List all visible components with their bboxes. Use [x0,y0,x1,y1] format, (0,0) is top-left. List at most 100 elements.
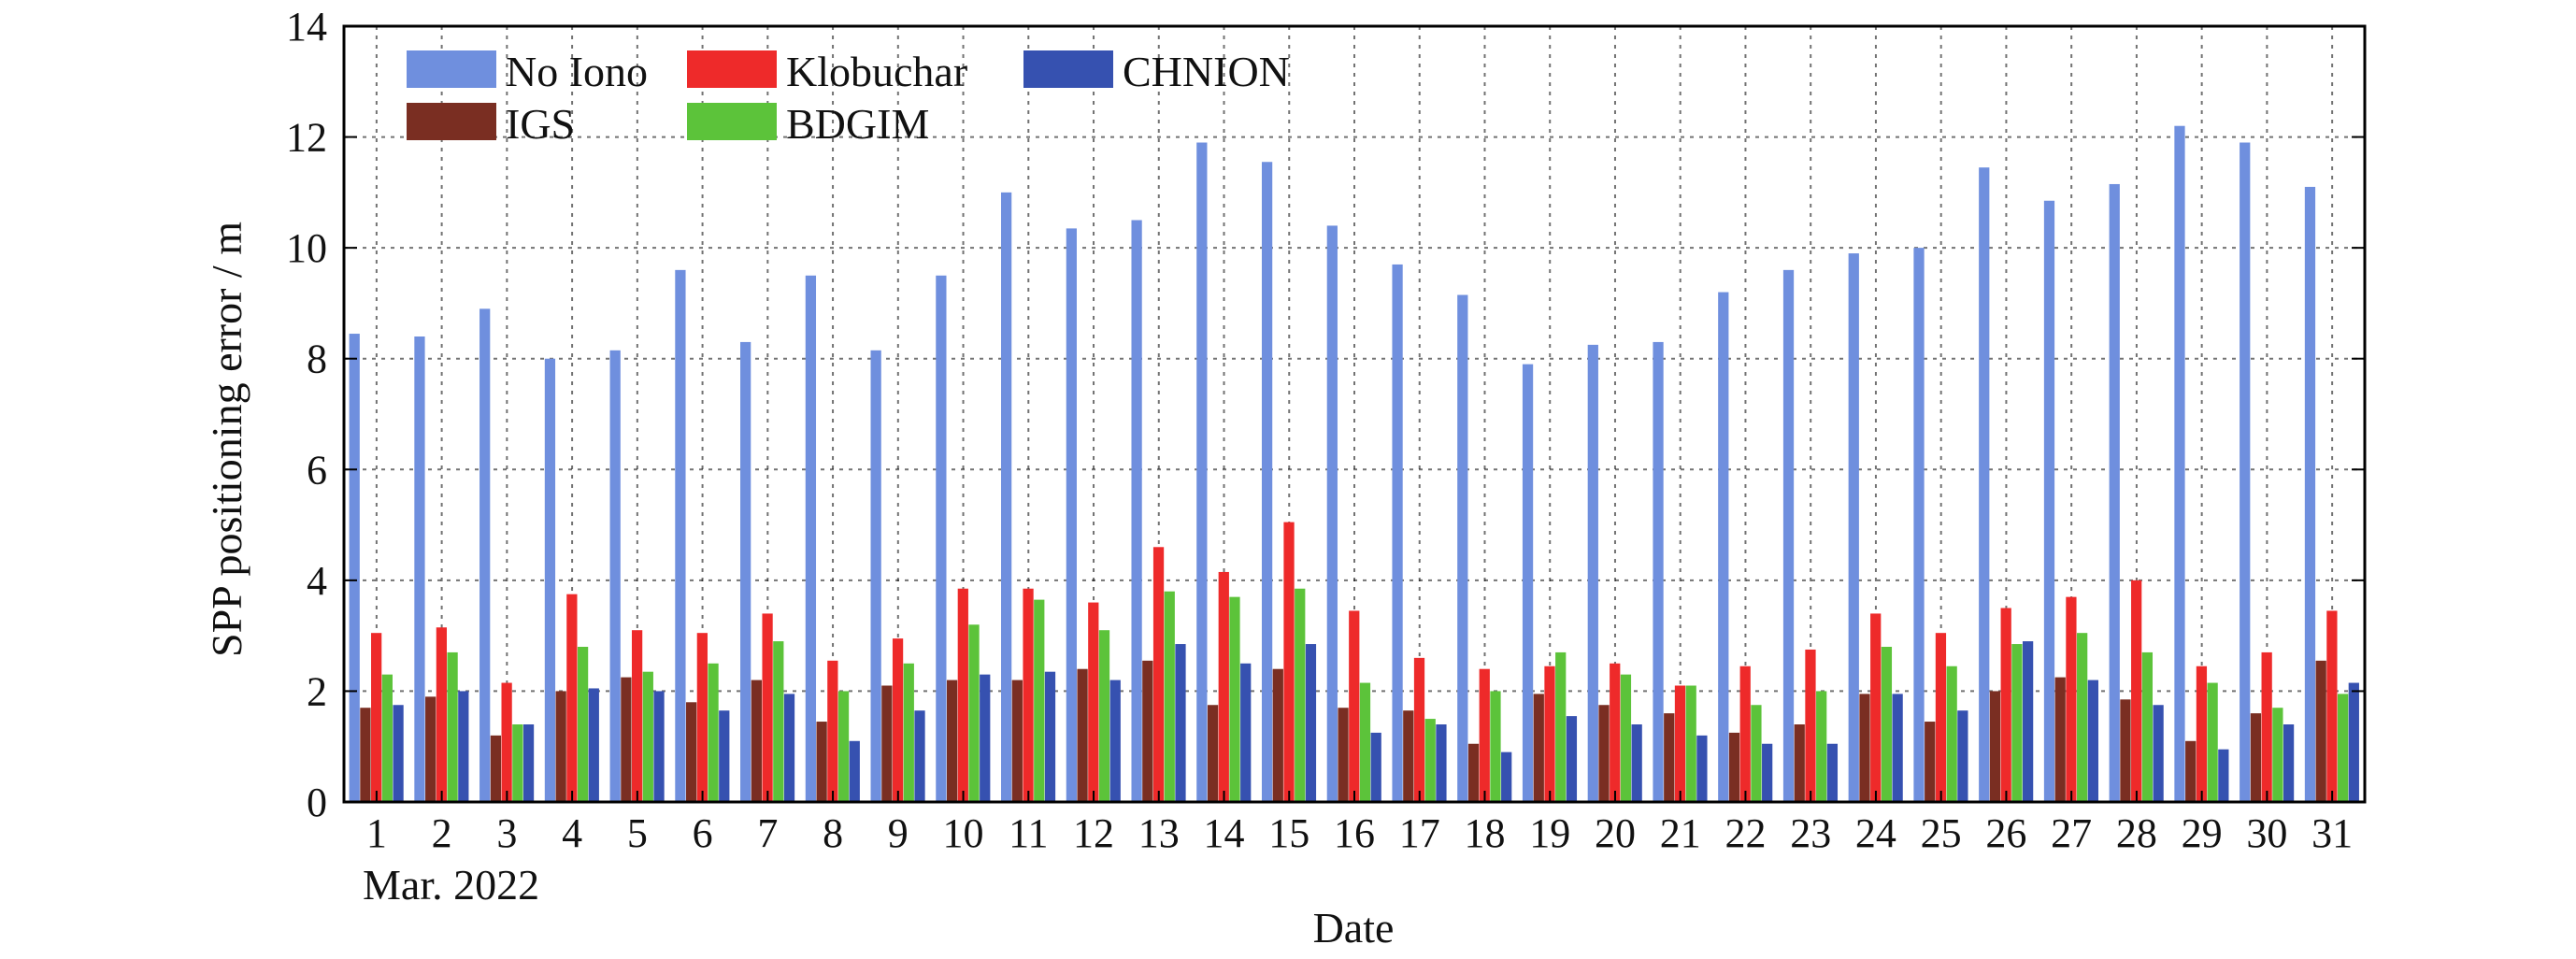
bar-igs-16 [1338,708,1349,802]
y-axis-ticks: 0 2 4 6 8 10 12 14 [286,4,2365,825]
legend-label-igs: IGS [506,100,575,148]
bar-bdgim-12 [1098,630,1110,802]
bar-igs-18 [1467,743,1480,802]
bar-igs-6 [686,702,697,802]
bar-bdgim-5 [642,671,653,802]
bar-chnion-9 [914,710,925,802]
x-tick-label: 11 [1009,810,1048,856]
bar-no-iono-26 [1979,167,1990,802]
x-tick-label: 31 [2311,810,2353,856]
bar-bdgim-23 [1816,691,1827,802]
bar-bdgim-19 [1555,651,1567,802]
bar-igs-14 [1207,705,1219,802]
bar-chnion-23 [1826,743,1839,802]
legend-swatch-klobuchar [687,50,777,88]
bar-chnion-21 [1696,735,1708,802]
y-tick-label: 4 [307,558,327,604]
bar-igs-29 [2185,740,2197,802]
x-tick-label: 28 [2116,810,2157,856]
x-tick-label: 19 [1529,810,1570,856]
bar-no-iono-31 [2304,186,2316,802]
bar-bdgim-28 [2141,651,2154,802]
bar-chnion-20 [1631,724,1642,802]
bar-klobuchar-19 [1544,666,1555,802]
bar-bdgim-7 [773,641,784,802]
bar-igs-7 [751,680,762,802]
bar-no-iono-19 [1522,364,1534,802]
legend-swatch-chnion [1023,50,1113,88]
y-tick-label: 12 [286,115,327,161]
x-tick-label: 22 [1724,810,1766,856]
bars-layer [349,125,2359,803]
bar-klobuchar-29 [2196,666,2208,802]
bar-igs-13 [1142,660,1153,802]
legend: No Iono Klobuchar CHNION IGS BDGIM [407,48,1290,148]
y-tick-label: 0 [307,780,327,825]
bar-no-iono-20 [1587,344,1598,802]
bar-no-iono-23 [1782,269,1795,802]
bar-bdgim-25 [1946,666,1957,802]
bar-bdgim-22 [1751,705,1762,802]
bar-no-iono-24 [1848,253,1859,802]
bar-klobuchar-28 [2131,580,2142,802]
x-tick-label: 30 [2246,810,2287,856]
bar-klobuchar-15 [1283,522,1295,802]
bar-bdgim-30 [2272,708,2283,802]
bar-klobuchar-14 [1218,571,1229,802]
bar-klobuchar-26 [2000,608,2011,802]
y-tick-label: 8 [307,336,327,382]
bar-no-iono-17 [1392,264,1403,802]
bar-igs-9 [881,685,893,802]
bar-no-iono-18 [1457,294,1468,802]
bar-bdgim-9 [903,663,914,802]
bar-chnion-1 [393,705,404,802]
bar-no-iono-22 [1718,292,1729,802]
x-tick-label: 8 [823,810,843,856]
bar-chnion-24 [1892,694,1903,802]
bar-igs-23 [1794,724,1805,802]
bar-chnion-27 [2087,680,2098,802]
x-tick-label: 27 [2051,810,2092,856]
bar-chnion-17 [1436,724,1447,802]
bar-klobuchar-8 [827,660,838,802]
bar-igs-20 [1598,705,1610,802]
legend-swatch-igs [407,103,496,140]
bar-klobuchar-12 [1088,602,1099,802]
bar-klobuchar-20 [1610,663,1621,802]
bar-klobuchar-2 [436,627,447,802]
bar-igs-27 [2054,677,2066,802]
bar-klobuchar-3 [501,682,512,802]
bar-chnion-10 [980,674,991,802]
bar-chnion-22 [1762,743,1773,802]
bar-igs-10 [946,680,958,802]
bar-no-iono-29 [2174,125,2185,802]
bar-chnion-26 [2022,641,2034,802]
bar-igs-17 [1403,710,1414,802]
bar-igs-2 [425,696,436,802]
x-tick-label: 5 [627,810,648,856]
x-tick-label: 1 [366,810,387,856]
bar-bdgim-2 [447,651,458,802]
bar-igs-11 [1011,680,1023,802]
bar-no-iono-7 [740,341,751,802]
bar-igs-24 [1859,694,1870,802]
x-tick-label: 7 [757,810,778,856]
x-tick-label: 3 [496,810,517,856]
bar-chnion-14 [1240,663,1252,802]
bar-chnion-30 [2283,724,2295,802]
bar-klobuchar-9 [892,638,904,802]
bar-klobuchar-16 [1349,610,1360,802]
bar-klobuchar-23 [1805,649,1816,802]
x-axis-title: Date [1313,904,1395,952]
bar-igs-22 [1728,732,1740,802]
bar-no-iono-1 [349,334,360,802]
bar-chnion-7 [783,694,795,802]
bar-chnion-6 [719,710,730,802]
bar-bdgim-31 [2337,694,2349,802]
x-tick-label: 17 [1399,810,1440,856]
bar-bdgim-11 [1034,599,1045,802]
y-tick-label: 14 [286,4,327,50]
x-tick-label: 13 [1138,810,1180,856]
x-tick-label: 21 [1660,810,1701,856]
